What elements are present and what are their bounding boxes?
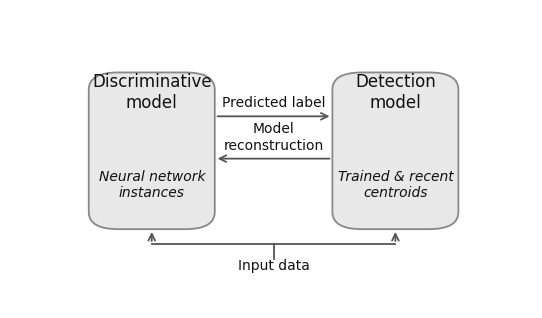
Text: Model
reconstruction: Model reconstruction [223,122,324,153]
Text: Neural network
instances: Neural network instances [99,170,205,200]
Text: Discriminative
model: Discriminative model [92,73,211,112]
Text: Detection
model: Detection model [355,73,436,112]
FancyBboxPatch shape [89,73,215,229]
Text: Input data: Input data [237,259,309,273]
Text: Trained & recent
centroids: Trained & recent centroids [338,170,453,200]
Text: Predicted label: Predicted label [222,96,325,110]
FancyBboxPatch shape [332,73,459,229]
